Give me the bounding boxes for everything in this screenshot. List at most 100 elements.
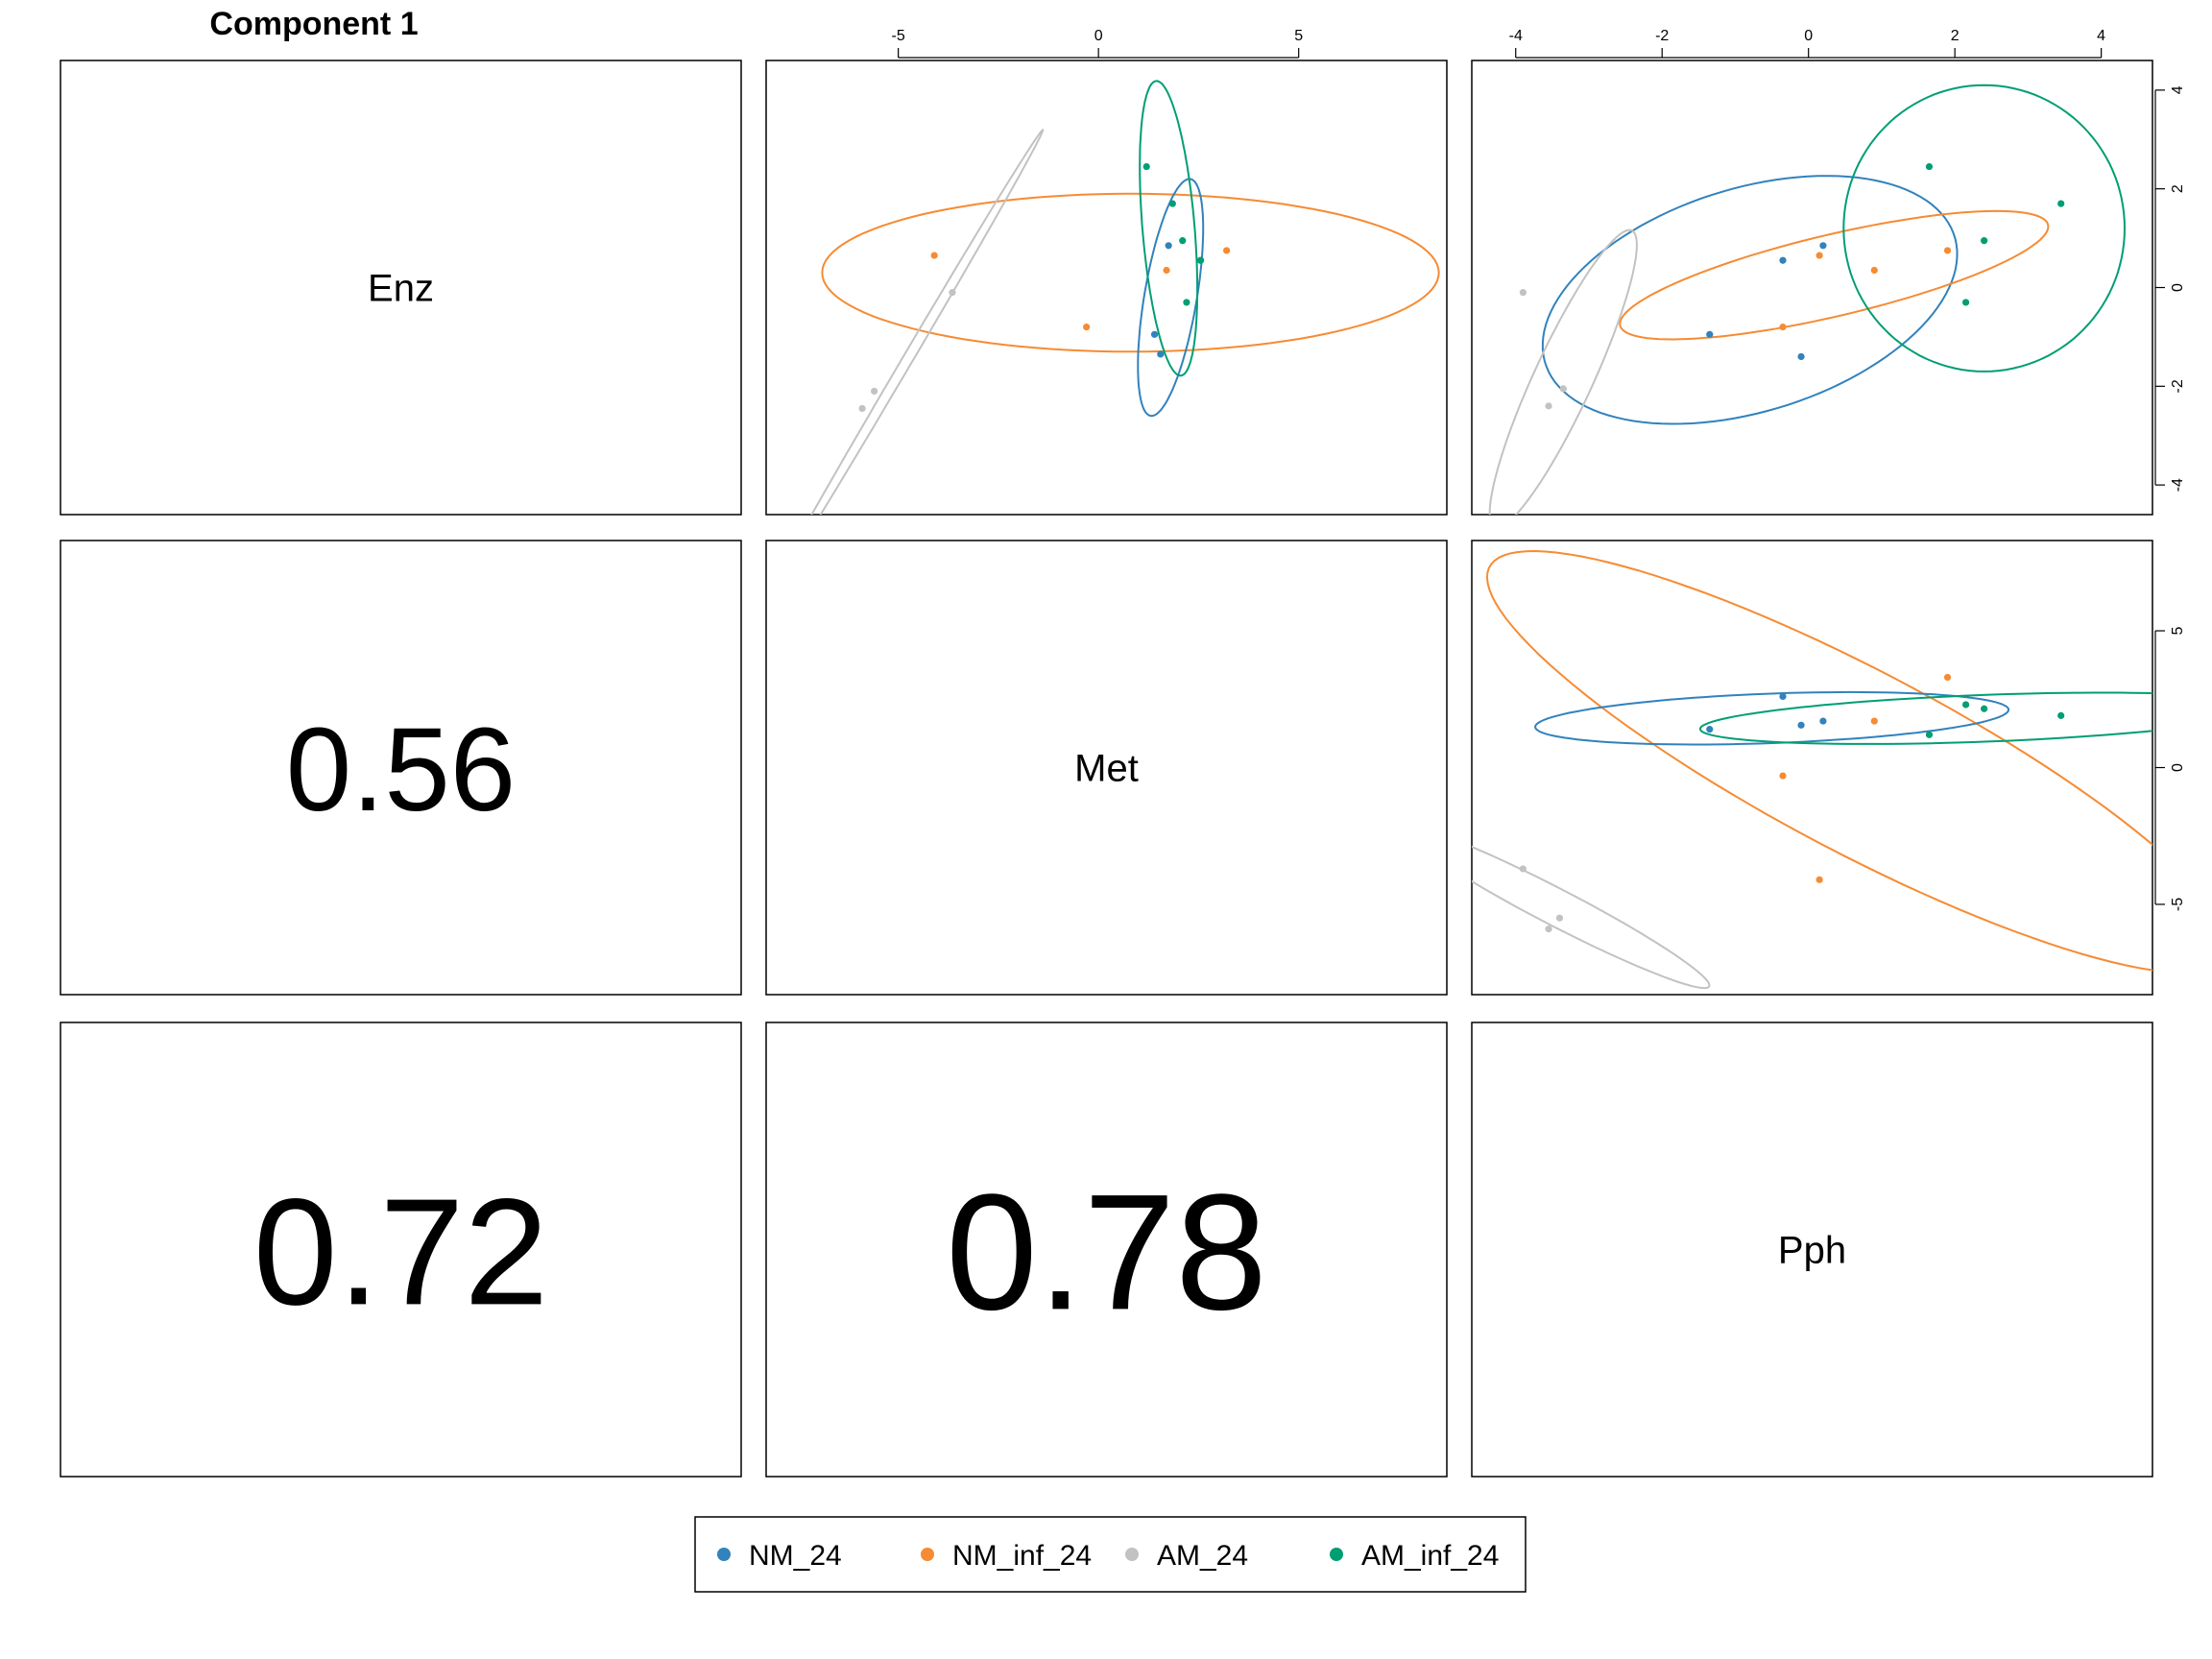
legend-label-am-inf-24: AM_inf_24 [1361, 1540, 1499, 1572]
y-tick-label: 2 [2170, 184, 2186, 193]
x-tick-label: 2 [1951, 28, 1960, 44]
data-point-am-inf-24 [1168, 200, 1176, 207]
data-point-nm-24 [1797, 721, 1805, 729]
data-point-nm-inf-24 [1943, 673, 1952, 682]
data-point-am-inf-24 [2057, 200, 2065, 207]
confidence-ellipse-nm-inf-24 [1619, 209, 2050, 341]
confidence-ellipse-am-inf-24 [1699, 691, 2152, 745]
data-point-nm-24 [1165, 242, 1172, 250]
data-point-am-inf-24 [1179, 237, 1187, 245]
data-point-am-inf-24 [1196, 256, 1205, 264]
data-point-am-24 [871, 387, 878, 396]
variable-label-enz: Enz [368, 268, 434, 310]
panel-frame-r1-c0 [60, 540, 742, 996]
legend-marker-am-inf-24 [1330, 1548, 1343, 1561]
data-point-nm-inf-24 [1083, 324, 1091, 331]
data-point-nm-24 [1797, 352, 1805, 361]
data-point-nm-inf-24 [1870, 266, 1878, 275]
data-point-am-24 [1545, 926, 1552, 933]
chart-title: Component 1 [209, 6, 418, 42]
panel-frame-r0-c0 [60, 60, 742, 516]
legend-label-nm-inf-24: NM_inf_24 [952, 1540, 1092, 1572]
y-tick-label: -5 [2170, 898, 2186, 911]
data-point-am-24 [949, 289, 956, 297]
legend-marker-nm-24 [717, 1548, 731, 1561]
confidence-ellipse-am-inf-24 [1842, 84, 2127, 373]
plot-area [1472, 549, 2152, 990]
data-point-am-24 [1555, 914, 1564, 922]
data-point-nm-24 [1779, 256, 1787, 264]
data-point-nm-24 [1706, 726, 1714, 733]
data-point-am-inf-24 [1981, 237, 1988, 245]
data-point-nm-inf-24 [1163, 266, 1170, 275]
legend-label-am-24: AM_24 [1157, 1540, 1248, 1572]
data-point-am-inf-24 [2057, 711, 2065, 719]
data-point-nm-24 [1779, 692, 1787, 701]
data-point-am-inf-24 [1961, 299, 1970, 306]
x-tick-label: 0 [1094, 28, 1103, 44]
panel-frame-r2-c1 [765, 1022, 1448, 1478]
y-tick-label: 5 [2170, 626, 2186, 635]
plot-area [1488, 84, 2127, 515]
x-tick-label: -5 [892, 28, 905, 44]
legend-marker-am-24 [1125, 1548, 1139, 1561]
data-point-nm-24 [1706, 330, 1714, 338]
panel-frame-r0-c2 [1471, 60, 2153, 516]
confidence-ellipse-am-inf-24 [1139, 80, 1199, 377]
correlation-value: 0.56 [286, 705, 516, 836]
legend-box [694, 1516, 1527, 1593]
x-tick-label: 0 [1804, 28, 1813, 44]
y-tick-label: 4 [2170, 85, 2186, 94]
variable-label-met: Met [1074, 748, 1139, 790]
data-point-nm-inf-24 [1815, 876, 1823, 883]
data-point-am-24 [1559, 385, 1567, 393]
confidence-ellipse-nm-inf-24 [821, 192, 1440, 353]
data-point-nm-inf-24 [1779, 772, 1787, 780]
variable-label-pph: Pph [1778, 1230, 1846, 1272]
data-point-am-inf-24 [1183, 299, 1190, 306]
data-point-nm-inf-24 [1815, 252, 1823, 259]
confidence-ellipse-am-24 [810, 129, 1045, 515]
legend-label-nm-24: NM_24 [749, 1540, 842, 1572]
scatter-panel-pph-vs-met: -5 0 5 [1472, 549, 2186, 990]
data-point-am-inf-24 [1961, 701, 1970, 709]
data-point-nm-inf-24 [1870, 717, 1878, 725]
data-point-am-inf-24 [1142, 162, 1150, 171]
panel-frame-r2-c0 [60, 1022, 742, 1478]
data-point-nm-inf-24 [1223, 247, 1231, 254]
confidence-ellipse-nm-inf-24 [1485, 549, 2152, 972]
scatter-panel-pph-vs-enz: -4 -2 0 2 4 -4 -2 0 2 4 [1488, 28, 2186, 515]
data-point-am-24 [1519, 289, 1527, 297]
confidence-ellipse-am-24 [1488, 228, 1638, 515]
legend-marker-nm-inf-24 [921, 1548, 934, 1561]
data-point-nm-24 [1150, 330, 1159, 338]
data-point-nm-24 [1819, 717, 1827, 725]
x-tick-label: 4 [2097, 28, 2105, 44]
panel-frame-r1-c1 [765, 540, 1448, 996]
data-point-nm-inf-24 [1779, 324, 1787, 331]
data-point-nm-24 [1819, 242, 1827, 250]
x-tick-label: -2 [1655, 28, 1669, 44]
data-point-nm-inf-24 [930, 252, 938, 259]
data-point-nm-inf-24 [1943, 247, 1952, 254]
confidence-ellipse-nm-24 [1534, 690, 2009, 746]
data-point-am-24 [1545, 402, 1552, 410]
data-point-am-24 [1519, 865, 1527, 873]
confidence-ellipse-nm-24 [1137, 178, 1205, 418]
data-point-am-inf-24 [1981, 705, 1988, 712]
panel-frame-r0-c1 [765, 60, 1448, 516]
y-tick-label: 0 [2170, 283, 2186, 292]
correlation-value: 0.72 [253, 1167, 549, 1336]
plot-area [810, 80, 1440, 515]
scatter-panel-met-vs-enz: -5 0 5 [810, 28, 1440, 515]
legend: NM_24 NM_inf_24 AM_24 AM_inf_24 [694, 1516, 1527, 1593]
y-tick-label: 0 [2170, 763, 2186, 772]
panel-frame-r1-c2 [1471, 540, 2153, 996]
correlation-value: 0.78 [946, 1160, 1267, 1344]
data-point-am-24 [858, 404, 866, 413]
confidence-ellipse-am-24 [1472, 846, 1711, 990]
x-tick-label: -4 [1509, 28, 1523, 44]
data-point-nm-24 [1157, 350, 1165, 358]
